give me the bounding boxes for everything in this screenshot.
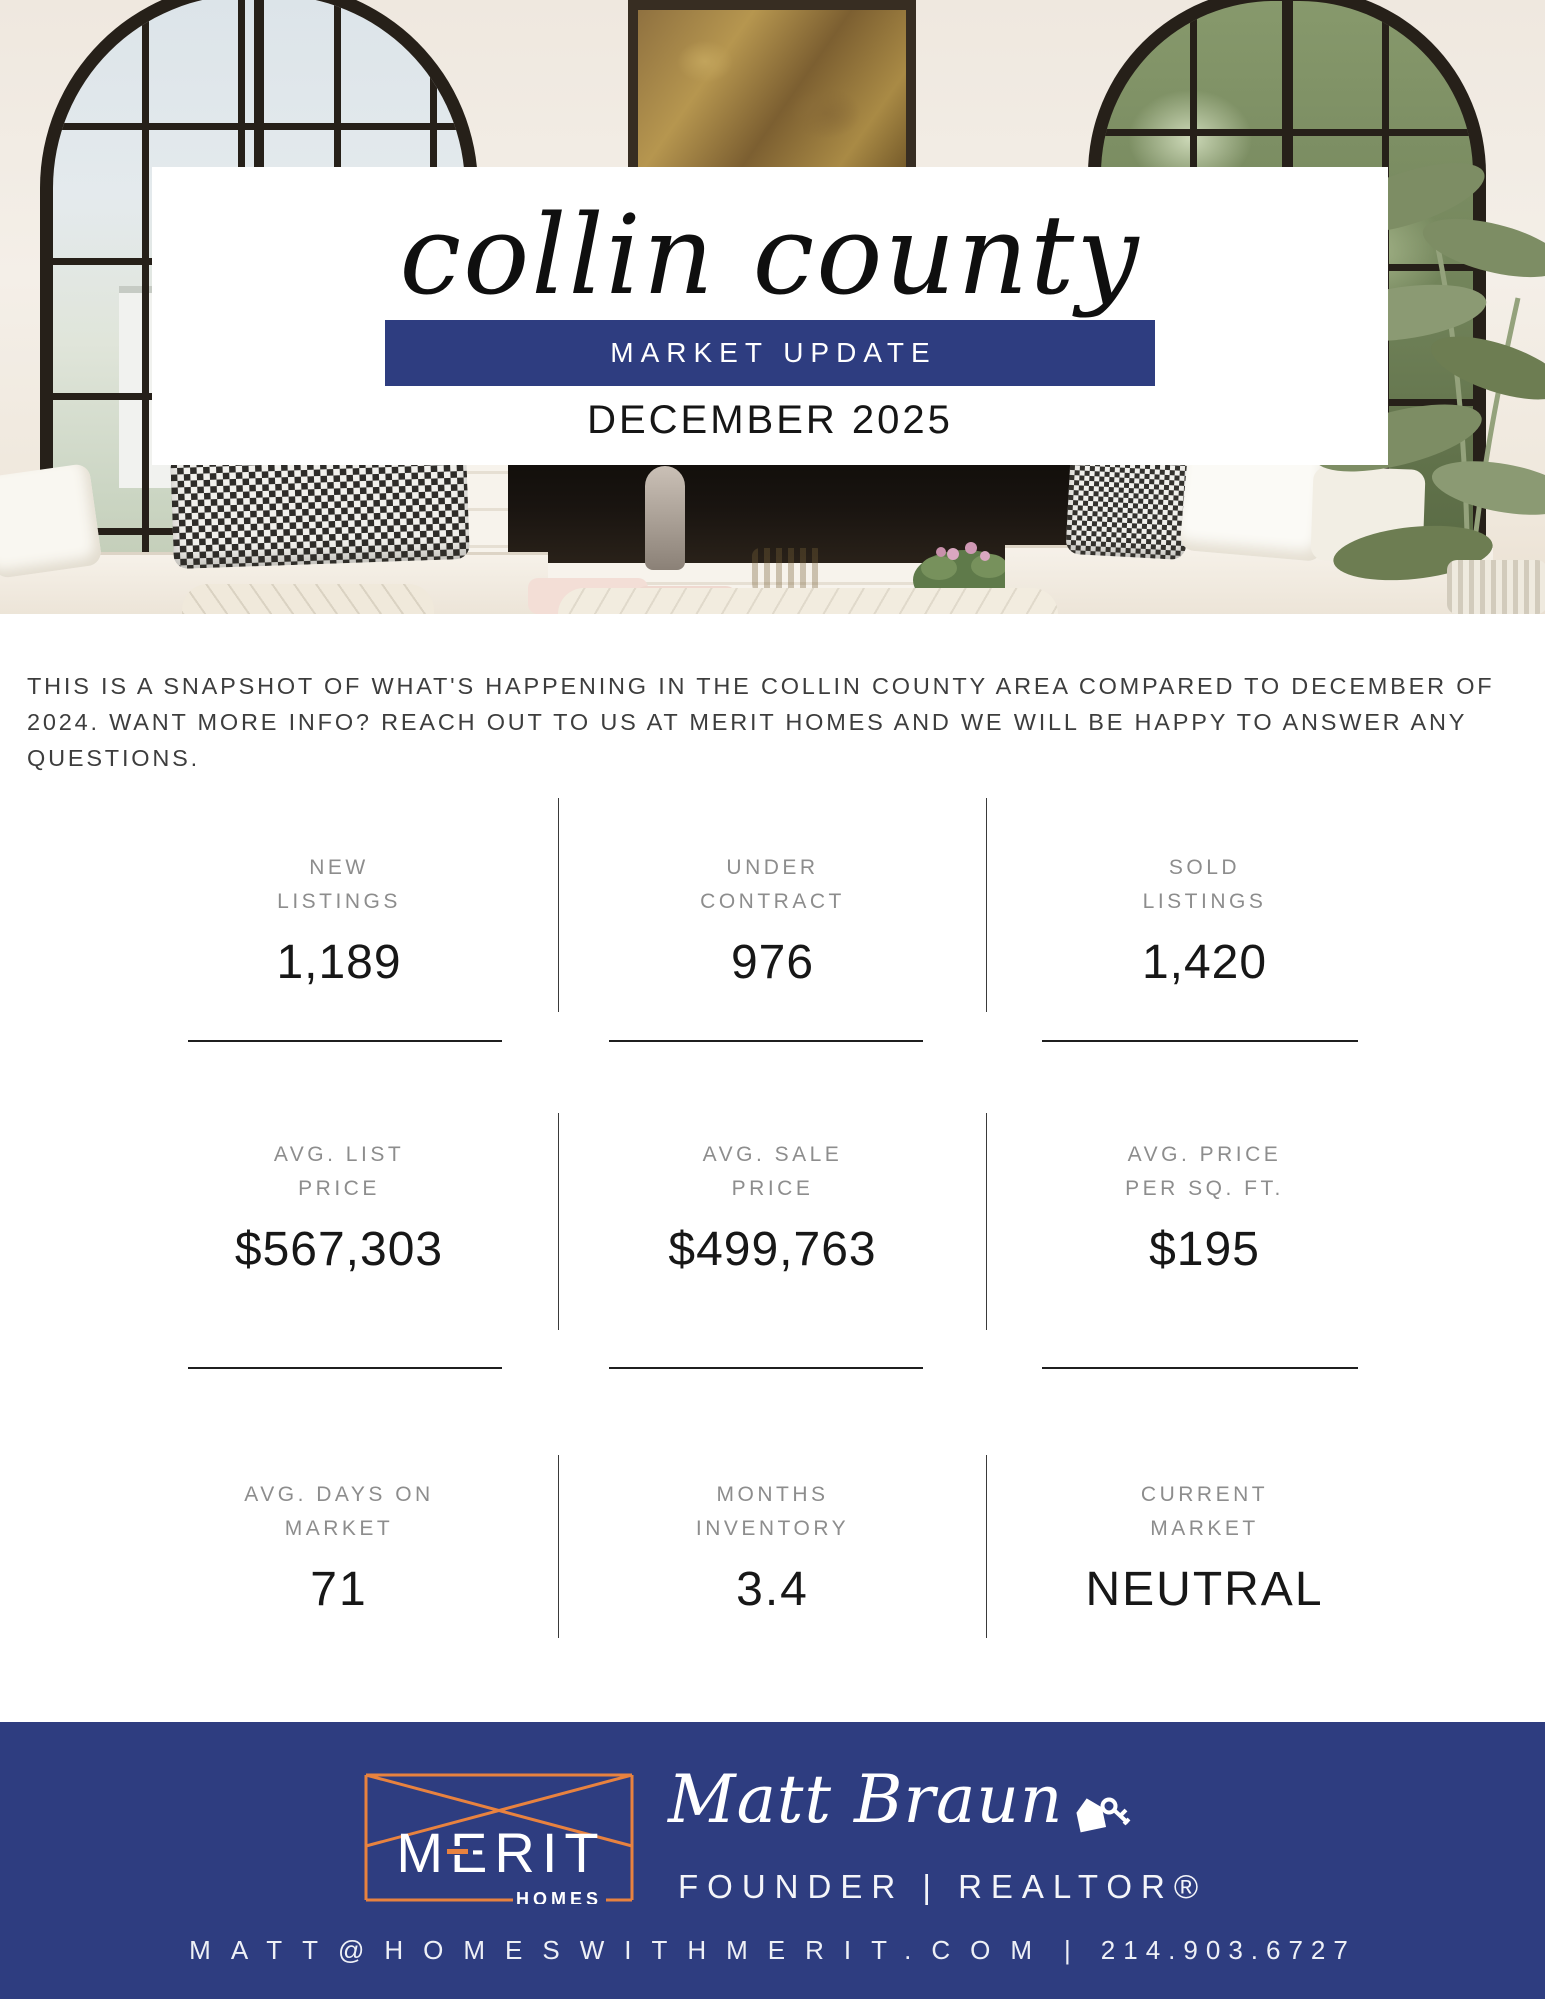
stat-months-inventory: MONTHS INVENTORY 3.4 — [558, 1455, 987, 1638]
stat-sold-listings: SOLD LISTINGS 1,420 — [987, 798, 1422, 1012]
stat-value: $195 — [1149, 1223, 1260, 1276]
stat-value: 3.4 — [736, 1563, 809, 1616]
stat-label: CURRENT — [1140, 1483, 1269, 1506]
stat-avg-sale-price: AVG. SALE PRICE $499,763 — [558, 1113, 987, 1330]
divider-line — [1042, 1367, 1358, 1369]
stat-label: MARKET — [284, 1517, 394, 1540]
woven-planter — [1447, 560, 1545, 614]
house-key-icon — [1076, 1797, 1131, 1833]
stat-label: AVG. LIST — [273, 1143, 405, 1166]
stat-value: 71 — [310, 1563, 368, 1616]
hero-photo: collin county MARKET UPDATE DECEMBER 202… — [0, 0, 1545, 614]
divider-line — [1042, 1040, 1358, 1042]
stats-row-1: NEW LISTINGS 1,189 UNDER CONTRACT 976 SO… — [120, 798, 1422, 1012]
logo-subtext: HOMES — [516, 1889, 602, 1904]
logo-e-dash — [447, 1849, 468, 1854]
stat-new-listings: NEW LISTINGS 1,189 — [120, 798, 558, 1012]
stat-label: CONTRACT — [700, 890, 845, 913]
stat-value: 976 — [730, 936, 815, 989]
stat-label: PER SQ. FT. — [1125, 1177, 1284, 1200]
pillow-white-left — [0, 462, 103, 580]
stat-label: AVG. DAYS ON — [244, 1483, 434, 1506]
contact-bar: MATT@HOMESWITHMERIT.COM | 214.903.6727 — [0, 1935, 1545, 1966]
armchair-center — [558, 588, 1058, 614]
stat-value: 1,189 — [276, 936, 402, 989]
armchair-left — [182, 584, 434, 614]
stat-label: AVG. SALE — [702, 1143, 843, 1166]
stat-label: INVENTORY — [695, 1517, 850, 1540]
stat-label: PRICE — [298, 1177, 380, 1200]
merit-homes-logo: MERIT HOMES — [364, 1773, 634, 1904]
stat-value: 1,420 — [1141, 936, 1268, 989]
stat-under-contract: UNDER CONTRACT 976 — [558, 798, 987, 1012]
banner-label: MARKET UPDATE — [610, 337, 937, 368]
agent-role: FOUNDER | REALTOR® — [678, 1868, 1208, 1905]
market-update-banner: MARKET UPDATE — [385, 320, 1155, 386]
title-card: collin county MARKET UPDATE DECEMBER 202… — [152, 167, 1388, 465]
decor-vase-left — [645, 466, 685, 570]
divider-line — [188, 1367, 502, 1369]
stat-label: NEW — [309, 856, 369, 879]
stat-value: $499,763 — [668, 1223, 877, 1276]
stat-label: PRICE — [731, 1177, 814, 1200]
stat-current-market: CURRENT MARKET NEUTRAL — [987, 1455, 1422, 1638]
divider-line — [609, 1367, 923, 1369]
stat-avg-list-price: AVG. LIST PRICE $567,303 — [120, 1113, 558, 1330]
stat-label: LISTINGS — [277, 890, 401, 913]
stat-label: SOLD — [1168, 856, 1241, 879]
footer: MERIT HOMES Matt Braun FOUNDER | REALTOR… — [0, 1722, 1545, 1999]
stats-grid: NEW LISTINGS 1,189 UNDER CONTRACT 976 SO… — [120, 798, 1422, 1680]
stat-label: UNDER — [726, 856, 819, 879]
logo-wordmark: MERIT — [396, 1821, 605, 1884]
stat-label: MARKET — [1150, 1517, 1259, 1540]
agent-name-script: Matt Braun — [668, 1761, 1064, 1838]
stat-label: AVG. PRICE — [1127, 1143, 1282, 1166]
stat-avg-price-per-sqft: AVG. PRICE PER SQ. FT. $195 — [987, 1113, 1422, 1330]
report-month: DECEMBER 2025 — [587, 398, 953, 442]
contact-phone: 214.903.6727 — [1100, 1935, 1356, 1965]
page-title-script: collin county — [399, 191, 1141, 319]
wall-art — [628, 0, 916, 192]
pillow-checkered-right — [1065, 449, 1191, 561]
stats-row-2: AVG. LIST PRICE $567,303 AVG. SALE PRICE… — [120, 1113, 1422, 1330]
contact-email: MATT@HOMESWITHMERIT.COM — [189, 1935, 1053, 1965]
divider-line — [188, 1040, 502, 1042]
intro-paragraph: THIS IS A SNAPSHOT OF WHAT'S HAPPENING I… — [27, 673, 1495, 771]
stat-value: NEUTRAL — [1085, 1563, 1324, 1616]
agent-signature: Matt Braun — [668, 1750, 1133, 1850]
stat-value: $567,303 — [234, 1223, 444, 1276]
stats-row-3: AVG. DAYS ON MARKET 71 MONTHS INVENTORY … — [120, 1455, 1422, 1638]
contact-divider: | — [1064, 1935, 1071, 1965]
stat-avg-days-on-market: AVG. DAYS ON MARKET 71 — [120, 1455, 558, 1638]
stat-label: LISTINGS — [1142, 890, 1267, 913]
stat-label: MONTHS — [716, 1483, 829, 1506]
divider-line — [609, 1040, 923, 1042]
